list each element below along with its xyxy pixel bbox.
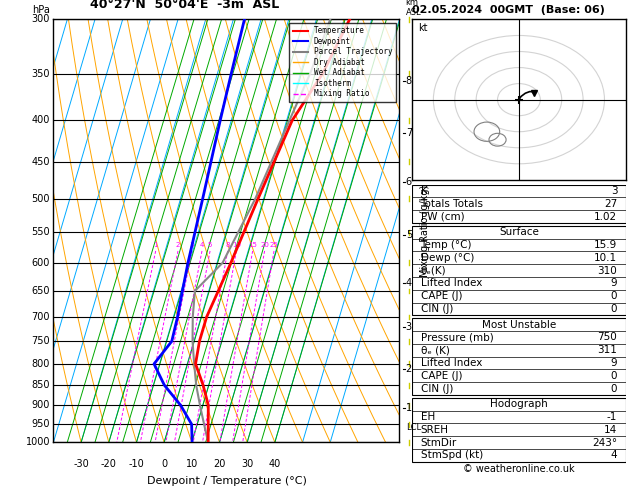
Text: Hodograph: Hodograph xyxy=(490,399,548,409)
Text: CIN (J): CIN (J) xyxy=(421,383,453,394)
Text: 800: 800 xyxy=(31,359,50,369)
Text: PW (cm): PW (cm) xyxy=(421,211,464,222)
Text: CAPE (J): CAPE (J) xyxy=(421,291,462,301)
Text: 0: 0 xyxy=(611,304,617,314)
Text: 1000: 1000 xyxy=(26,437,50,447)
Text: LCL: LCL xyxy=(406,423,421,433)
Text: © weatheronline.co.uk: © weatheronline.co.uk xyxy=(463,464,575,474)
Text: 3: 3 xyxy=(189,242,194,247)
Text: Lifted Index: Lifted Index xyxy=(421,358,482,368)
Text: CAPE (J): CAPE (J) xyxy=(421,371,462,381)
Text: -1: -1 xyxy=(607,412,617,422)
Text: 10: 10 xyxy=(186,459,198,469)
Text: 2: 2 xyxy=(175,242,180,247)
Text: 0: 0 xyxy=(611,383,617,394)
Text: 40°27'N  50°04'E  -3m  ASL: 40°27'N 50°04'E -3m ASL xyxy=(91,0,279,11)
Text: 4: 4 xyxy=(406,278,412,288)
Text: 0: 0 xyxy=(611,291,617,301)
Text: km
ASL: km ASL xyxy=(406,0,421,17)
Text: Dewpoint / Temperature (°C): Dewpoint / Temperature (°C) xyxy=(147,476,306,486)
Text: 4: 4 xyxy=(200,242,204,247)
Text: SREH: SREH xyxy=(421,425,448,435)
Text: 8: 8 xyxy=(406,75,412,86)
Text: Totals Totals: Totals Totals xyxy=(421,199,484,209)
Text: 850: 850 xyxy=(31,380,50,390)
Text: 4: 4 xyxy=(611,451,617,460)
Text: 400: 400 xyxy=(31,116,50,125)
Text: K: K xyxy=(421,186,427,196)
Text: 40: 40 xyxy=(269,459,281,469)
Text: 15: 15 xyxy=(248,242,257,247)
Text: 9: 9 xyxy=(611,358,617,368)
Text: 0: 0 xyxy=(611,371,617,381)
Text: 15.9: 15.9 xyxy=(594,240,617,250)
Text: 20: 20 xyxy=(260,242,269,247)
Text: 750: 750 xyxy=(598,332,617,343)
Text: 10: 10 xyxy=(232,242,241,247)
Text: 1: 1 xyxy=(406,403,412,413)
Text: 1: 1 xyxy=(153,242,158,247)
Text: kt: kt xyxy=(418,23,428,33)
Text: Temp (°C): Temp (°C) xyxy=(421,240,472,250)
Text: -20: -20 xyxy=(101,459,117,469)
Text: 8: 8 xyxy=(225,242,230,247)
Text: StmSpd (kt): StmSpd (kt) xyxy=(421,451,483,460)
Text: 27: 27 xyxy=(604,199,617,209)
Text: hPa: hPa xyxy=(32,5,50,15)
Text: θₑ (K): θₑ (K) xyxy=(421,345,450,355)
Text: 310: 310 xyxy=(598,266,617,276)
Bar xyxy=(412,185,626,223)
Text: EH: EH xyxy=(421,412,435,422)
Text: Pressure (mb): Pressure (mb) xyxy=(421,332,493,343)
Text: 650: 650 xyxy=(31,286,50,296)
Text: 7: 7 xyxy=(406,127,412,138)
Text: 10.1: 10.1 xyxy=(594,253,617,263)
Text: 550: 550 xyxy=(31,227,50,237)
Text: 300: 300 xyxy=(31,15,50,24)
Text: 5: 5 xyxy=(406,230,412,240)
Text: 3: 3 xyxy=(406,322,412,332)
Text: 500: 500 xyxy=(31,194,50,204)
Text: 700: 700 xyxy=(31,312,50,322)
Text: 6: 6 xyxy=(406,176,412,187)
Text: Dewp (°C): Dewp (°C) xyxy=(421,253,474,263)
Text: θₑ(K): θₑ(K) xyxy=(421,266,446,276)
Text: 1.02: 1.02 xyxy=(594,211,617,222)
Text: StmDir: StmDir xyxy=(421,437,457,448)
Text: 311: 311 xyxy=(598,345,617,355)
Text: 2: 2 xyxy=(406,364,412,374)
Text: 20: 20 xyxy=(213,459,226,469)
Text: 243°: 243° xyxy=(592,437,617,448)
Text: Lifted Index: Lifted Index xyxy=(421,278,482,288)
Text: 350: 350 xyxy=(31,69,50,79)
Text: 950: 950 xyxy=(31,419,50,429)
Text: 3: 3 xyxy=(611,186,617,196)
Text: 600: 600 xyxy=(31,258,50,268)
Text: -10: -10 xyxy=(128,459,145,469)
Text: 5: 5 xyxy=(208,242,212,247)
Text: 30: 30 xyxy=(241,459,253,469)
Text: 900: 900 xyxy=(31,400,50,410)
Text: 450: 450 xyxy=(31,157,50,167)
Text: -30: -30 xyxy=(73,459,89,469)
Text: 0: 0 xyxy=(161,459,167,469)
Text: Most Unstable: Most Unstable xyxy=(482,320,556,330)
Text: 14: 14 xyxy=(604,425,617,435)
Text: CIN (J): CIN (J) xyxy=(421,304,453,314)
Text: Surface: Surface xyxy=(499,227,539,237)
Text: 9: 9 xyxy=(611,278,617,288)
Text: Mixing Ratio (g/kg): Mixing Ratio (g/kg) xyxy=(420,185,430,277)
Text: 02.05.2024  00GMT  (Base: 06): 02.05.2024 00GMT (Base: 06) xyxy=(412,4,605,15)
Bar xyxy=(412,226,626,315)
Bar xyxy=(412,398,626,462)
Bar xyxy=(412,318,626,395)
Legend: Temperature, Dewpoint, Parcel Trajectory, Dry Adiabat, Wet Adiabat, Isotherm, Mi: Temperature, Dewpoint, Parcel Trajectory… xyxy=(289,23,396,102)
Text: 25: 25 xyxy=(270,242,279,247)
Text: 750: 750 xyxy=(31,336,50,346)
